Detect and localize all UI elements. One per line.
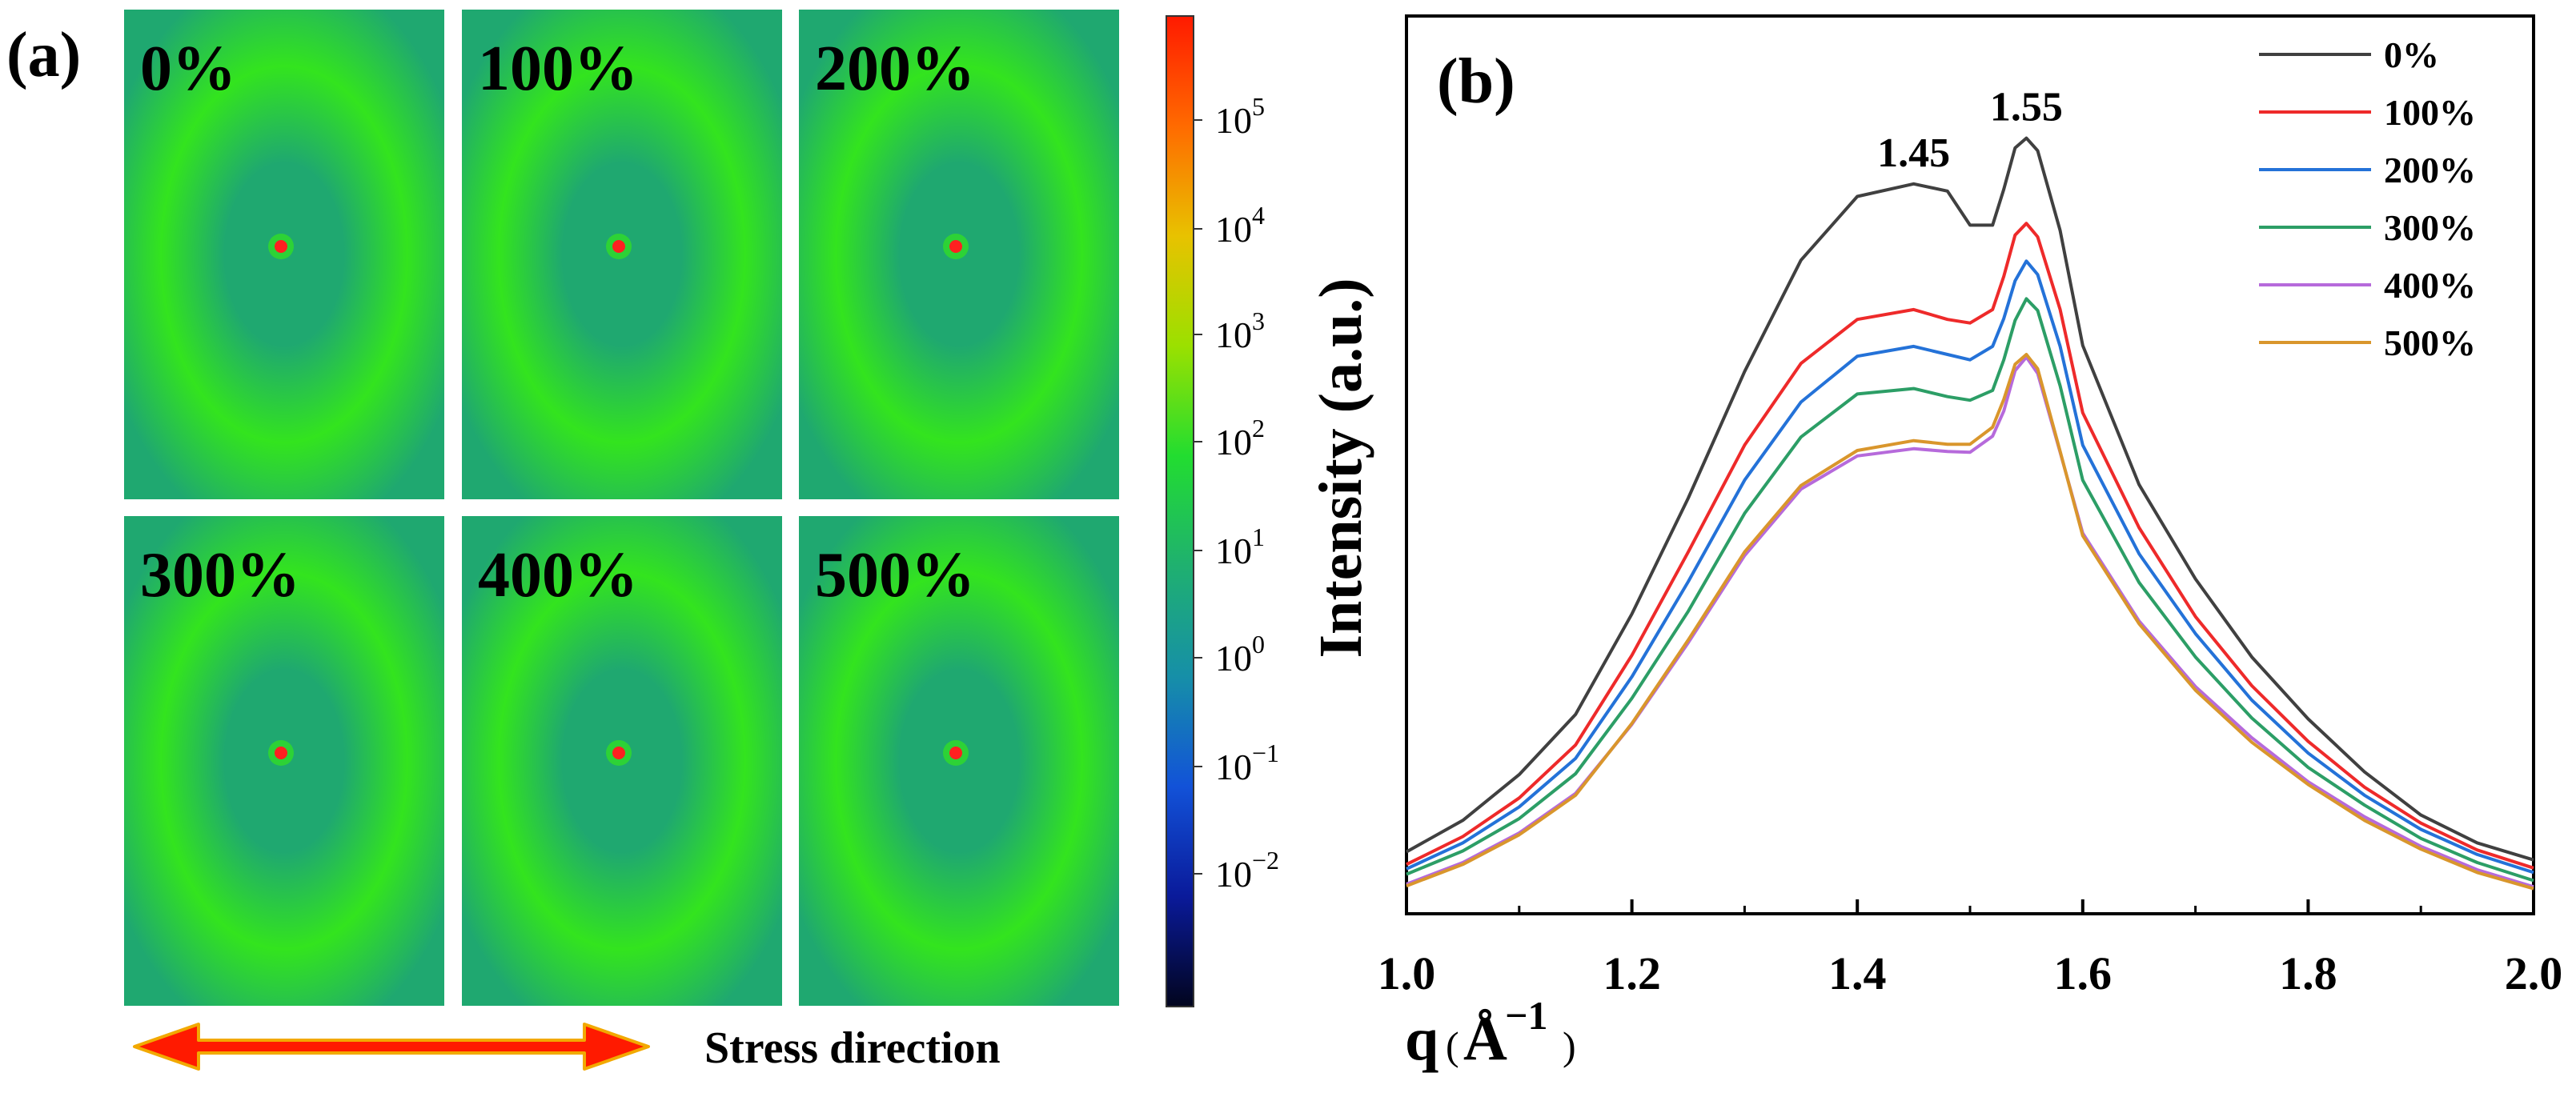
legend-label: 200% — [2384, 150, 2476, 190]
colorbar-tick-exp: −2 — [1252, 846, 1279, 875]
colorbar-tick-base: 10 — [1215, 747, 1252, 787]
legend-label: 400% — [2384, 265, 2476, 306]
colorbar-tick-base: 10 — [1215, 530, 1252, 571]
colorbar-tick-exp: 2 — [1252, 414, 1265, 442]
strain-label: 0% — [140, 34, 236, 104]
x-tick-label: 1.0 — [1378, 947, 1436, 999]
colorbar-tick-exp: 1 — [1252, 522, 1265, 551]
peak-label: 1.45 — [1877, 130, 1950, 176]
series-line-100pct — [1406, 222, 2534, 870]
colorbar-tick-label: 102 — [1215, 414, 1265, 462]
colorbar-tick-label: 105 — [1215, 92, 1265, 141]
colorbar-tick-base: 10 — [1215, 209, 1252, 250]
colorbar-tick-base: 10 — [1215, 422, 1252, 462]
detector-tile: 300% — [124, 516, 444, 1006]
x-tick-label: 1.2 — [1603, 947, 1661, 999]
double-arrow-icon — [133, 1023, 650, 1071]
peak-annotations: 1.45 1.55 — [1877, 85, 2063, 176]
colorbar-tick-label: 100 — [1215, 630, 1265, 679]
colorbar-tick-base: 10 — [1215, 314, 1252, 355]
x-tick-label: 1.4 — [1828, 947, 1887, 999]
x-tick-label: 2.0 — [2505, 947, 2563, 999]
colorbar-tick-exp: 5 — [1252, 92, 1265, 121]
panel-a-label: (a) — [6, 20, 81, 90]
series-line-0pct — [1406, 136, 2534, 862]
legend-label: 0% — [2384, 34, 2439, 75]
x-axis-label-symbol: q — [1405, 1006, 1438, 1073]
colorbar-tick-exp: −1 — [1252, 739, 1279, 767]
series-line-300pct — [1406, 297, 2534, 883]
series-line-500pct — [1406, 353, 2534, 891]
plot-frame — [1405, 14, 2535, 915]
detector-tiles: 0% 100% 200% 300% 400% 500% — [124, 10, 1119, 1006]
beam-center — [275, 747, 287, 759]
beam-center — [612, 747, 625, 759]
detector-tile: 100% — [462, 10, 782, 499]
series-line-400pct — [1406, 355, 2534, 889]
x-axis-label-open-paren: ( — [1446, 1023, 1459, 1068]
colorbar-tick-base: 10 — [1215, 638, 1252, 679]
stress-arrow: Stress direction — [133, 1023, 1001, 1073]
strain-label: 400% — [478, 540, 638, 611]
colorbar-tick-label: 10−2 — [1215, 846, 1279, 895]
panel-b: (b) 1.45 1.55 1.0 1.2 1.4 1.6 1.8 2.0 0% 100% 20… — [1307, 14, 2563, 1073]
x-axis-label: q ( Å −1 ) — [1405, 993, 1576, 1073]
panel-b-label: (b) — [1437, 46, 1515, 117]
y-axis-label: Intensity (a.u.) — [1307, 278, 1374, 658]
strain-label: 100% — [478, 34, 638, 104]
colorbar-tick-exp: 0 — [1252, 630, 1265, 659]
panel-a: (a) 0% 100% 200%300% 400% 500% 1051041031021… — [6, 10, 1279, 1073]
strain-label: 200% — [815, 34, 975, 104]
legend-label: 100% — [2384, 92, 2476, 133]
colorbar-tick-label: 10−1 — [1215, 739, 1279, 787]
legend-label: 300% — [2384, 207, 2476, 248]
strain-label: 500% — [815, 540, 975, 611]
legend-label: 500% — [2384, 322, 2476, 363]
beam-center — [949, 747, 962, 759]
legend: 0% 100% 200% 300% 400% 500% — [2259, 34, 2476, 363]
detector-tile: 400% — [462, 516, 782, 1006]
peak-label: 1.55 — [1990, 85, 2063, 130]
x-axis-label-exponent: −1 — [1505, 993, 1548, 1038]
colorbar-tick-label: 104 — [1215, 201, 1265, 250]
colorbar-tick-exp: 3 — [1252, 306, 1265, 335]
x-axis-label-close-paren: ) — [1563, 1023, 1576, 1068]
x-axis-ticks: 1.0 1.2 1.4 1.6 1.8 2.0 — [1378, 899, 2563, 999]
colorbar-tick-label: 103 — [1215, 306, 1265, 355]
series-lines — [1406, 136, 2534, 891]
x-tick-label: 1.6 — [2054, 947, 2113, 999]
x-tick-label: 1.8 — [2279, 947, 2337, 999]
detector-tile: 0% — [124, 10, 444, 499]
beam-center — [949, 240, 962, 253]
series-line-200pct — [1406, 259, 2534, 875]
colorbar-tick-base: 10 — [1215, 854, 1252, 895]
beam-center — [612, 240, 625, 253]
stress-direction-label: Stress direction — [704, 1023, 1001, 1073]
colorbar-tick-base: 10 — [1215, 100, 1252, 141]
colorbar-tick-label: 101 — [1215, 522, 1265, 571]
colorbar-scale — [1166, 15, 1194, 1007]
beam-center — [275, 240, 287, 253]
colorbar-tick-exp: 4 — [1252, 201, 1265, 230]
x-axis-label-unit: Å — [1463, 1006, 1507, 1073]
detector-tile: 500% — [799, 516, 1119, 1006]
detector-tile: 200% — [799, 10, 1119, 499]
strain-label: 300% — [140, 540, 300, 611]
